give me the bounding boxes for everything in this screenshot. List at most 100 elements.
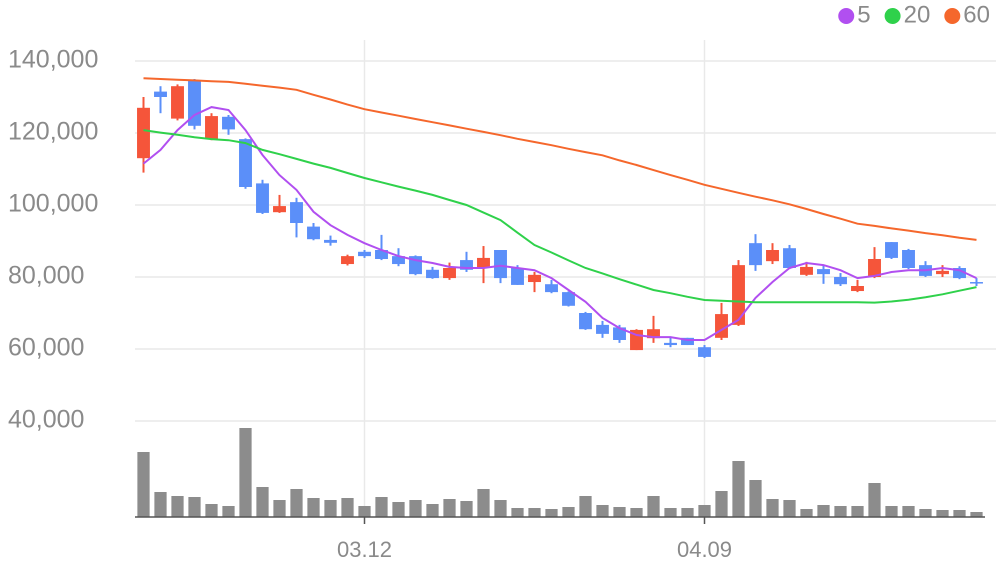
candle-body [205, 116, 218, 140]
candle [443, 262, 456, 280]
candle-body [885, 242, 898, 258]
volume-bar [596, 505, 609, 517]
legend-label: 20 [904, 1, 931, 28]
volume-bar [936, 510, 949, 517]
volume-bar [358, 506, 371, 517]
candle-body [494, 250, 507, 279]
candle [766, 243, 779, 265]
volume-bar [647, 496, 660, 517]
candle [222, 115, 235, 135]
candle-body [528, 274, 541, 283]
volume-bar [239, 428, 252, 517]
ma-line [142, 106, 977, 341]
volume-bar [766, 499, 779, 517]
candle-body [307, 226, 320, 240]
volume-bar [783, 500, 796, 517]
candle-body [868, 259, 881, 277]
volume-bar [749, 480, 762, 517]
candle-body [137, 107, 150, 159]
candle [358, 250, 371, 258]
volume-bar [307, 498, 320, 517]
candle [817, 265, 830, 284]
candle-body [239, 139, 252, 187]
volume-bar [528, 508, 541, 517]
volume-bar [426, 504, 439, 517]
volume-bar [664, 508, 677, 517]
volume-bar [681, 508, 694, 517]
candle [834, 273, 847, 286]
legend-label: 60 [963, 1, 990, 28]
volume-bar [817, 505, 830, 517]
candle [171, 84, 184, 121]
ma-line [143, 129, 977, 304]
candle [936, 265, 949, 277]
candle-body [171, 86, 184, 119]
candle-body [511, 268, 524, 285]
volume-bar [953, 510, 966, 517]
candle-body [596, 324, 609, 334]
volume-bar [732, 461, 745, 517]
candle-body [443, 268, 456, 279]
candle-body [545, 284, 558, 293]
candle-body [375, 250, 388, 259]
candle [902, 248, 915, 270]
candle [579, 311, 592, 330]
volume-bar [970, 512, 983, 517]
candle-body [392, 256, 405, 265]
candle [307, 223, 320, 241]
candle-body [154, 91, 167, 97]
candle-body [817, 269, 830, 275]
y-tick-label: 120,000 [8, 118, 98, 146]
volume-bar [834, 506, 847, 517]
candle-body [477, 257, 490, 268]
volume-bar [800, 509, 813, 517]
y-tick-label: 140,000 [8, 46, 98, 74]
volume-bar [290, 489, 303, 517]
candle [953, 266, 966, 280]
volume-bar [324, 500, 337, 517]
candle [426, 266, 439, 279]
volume-bar [222, 506, 235, 517]
volume-bar [341, 498, 354, 517]
volume-bar [902, 506, 915, 517]
candle [341, 254, 354, 266]
candle [528, 271, 541, 293]
candle-body [273, 206, 286, 213]
volume-bar [137, 452, 150, 517]
candle [273, 194, 286, 213]
volume-bar [392, 502, 405, 517]
candle [715, 302, 728, 340]
volume-bar [851, 506, 864, 517]
candle-body [936, 270, 949, 275]
candle [256, 179, 269, 214]
volume-bar [613, 507, 626, 517]
candle-body [579, 313, 592, 330]
candle-body [970, 282, 983, 284]
ma-line [143, 77, 977, 241]
candle-body [800, 266, 813, 275]
candle-body [256, 183, 269, 213]
candle-body [341, 256, 354, 265]
candle-body [732, 265, 745, 325]
candle-body [749, 243, 762, 266]
volume-bar [562, 507, 575, 517]
volume-bar [273, 500, 286, 517]
candle-body [647, 329, 660, 339]
y-tick-label: 100,000 [8, 190, 98, 218]
volume-bar [494, 500, 507, 517]
candle [800, 261, 813, 276]
volume-bar [579, 496, 592, 517]
volume-bar [919, 509, 932, 517]
candle [732, 260, 745, 326]
candle [205, 113, 218, 141]
candle-body [698, 347, 711, 357]
candle [783, 244, 796, 270]
candle-body [834, 277, 847, 285]
candle [375, 234, 388, 261]
candle [749, 234, 762, 271]
volume-bar [698, 505, 711, 517]
candle [647, 315, 660, 343]
candle [970, 278, 983, 286]
candle-body [681, 337, 694, 346]
